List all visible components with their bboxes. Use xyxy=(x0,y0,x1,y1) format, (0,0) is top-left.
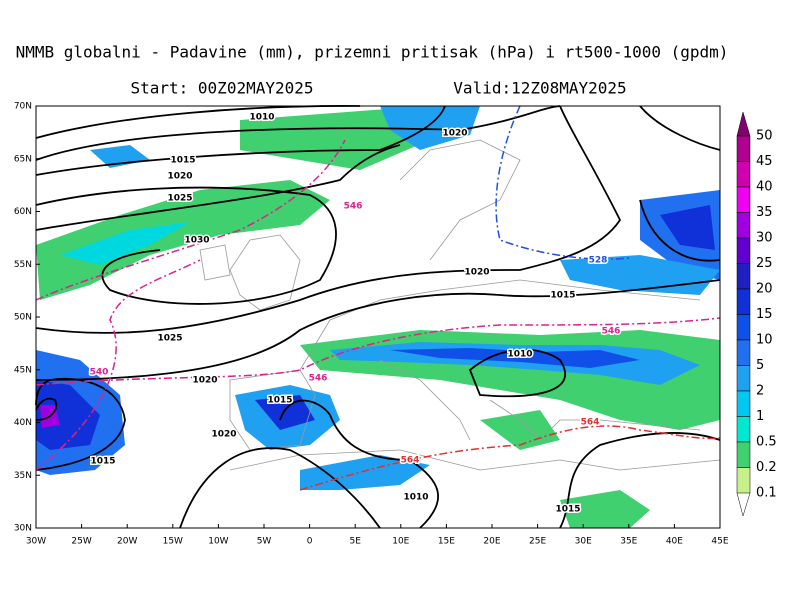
isobar-label: 1015 xyxy=(550,291,575,301)
lon-label: 20E xyxy=(483,537,500,547)
isobar-label: 1020 xyxy=(442,129,467,139)
lon-label: 0 xyxy=(307,537,313,547)
lon-label: 40E xyxy=(666,537,683,547)
colorbar-label: 0.1 xyxy=(756,486,777,501)
colorbar-segment xyxy=(736,263,751,290)
isobar-label: 1015 xyxy=(555,505,580,515)
colorbar-label: 5 xyxy=(756,358,764,373)
lon-label: 25E xyxy=(529,537,546,547)
colorbar-label: 40 xyxy=(756,180,773,195)
colorbar-label: 10 xyxy=(756,333,773,348)
isobar-label: 1025 xyxy=(157,334,182,344)
isobar-label: 1015 xyxy=(90,457,115,467)
thickness-label: 564 xyxy=(401,456,420,466)
isobar-label: 1010 xyxy=(249,113,274,123)
lon-label: 30E xyxy=(575,537,592,547)
lat-label: 60N xyxy=(14,207,32,217)
colorbar-segment xyxy=(736,186,751,213)
colorbar-label: 50 xyxy=(756,129,773,144)
lon-label: 10W xyxy=(208,537,228,547)
thickness-lines xyxy=(35,105,721,491)
lon-label: 5W xyxy=(257,537,272,547)
isobar-label: 1030 xyxy=(184,236,209,246)
colorbar-label: 0.5 xyxy=(756,435,777,450)
lat-label: 45N xyxy=(14,365,32,375)
lon-label: 10E xyxy=(392,537,409,547)
lon-label: 15E xyxy=(438,537,455,547)
colorbar-segment xyxy=(736,237,751,264)
colorbar-label: 2 xyxy=(756,384,764,399)
lat-label: 50N xyxy=(14,313,32,323)
thickness-label: 546 xyxy=(309,374,328,384)
lat-label: 70N xyxy=(14,102,32,112)
colorbar-segment xyxy=(736,339,751,366)
lat-label: 65N xyxy=(14,154,32,164)
colorbar-bottom xyxy=(736,492,751,517)
isobar-label: 1025 xyxy=(167,194,192,204)
lat-label: 55N xyxy=(14,260,32,270)
colorbar-segment xyxy=(736,314,751,341)
colorbar-label: 25 xyxy=(756,256,773,271)
isobar-label: 1020 xyxy=(167,172,192,182)
colorbar-segment xyxy=(736,212,751,239)
colorbar-label: 20 xyxy=(756,282,773,297)
title: NMMB globalni - Padavine (mm), prizemni … xyxy=(16,43,729,62)
colorbar-label: 1 xyxy=(756,409,764,424)
lon-label: 5E xyxy=(349,537,361,547)
map-area xyxy=(35,105,721,529)
thickness-label: 528 xyxy=(589,256,608,266)
colorbar-label: 0.2 xyxy=(756,460,777,475)
colorbar-top xyxy=(736,111,751,137)
thickness-label: 564 xyxy=(581,418,600,428)
colorbar-segment xyxy=(736,441,751,468)
lat-label: 40N xyxy=(14,418,32,428)
colorbar-segment xyxy=(736,416,751,443)
colorbar: 50 45 40 35 30 25 20 15 10 5 2 1 0.5 0.2 0.1 xyxy=(736,111,777,517)
colorbar-label: 15 xyxy=(756,307,773,322)
lon-label: 25W xyxy=(71,537,91,547)
colorbar-segment xyxy=(736,365,751,392)
colorbar-label: 35 xyxy=(756,205,773,220)
lon-label: 35E xyxy=(620,537,637,547)
colorbar-label: 45 xyxy=(756,154,773,169)
lat-label: 30N xyxy=(14,524,32,534)
start-time: Start: 00Z02MAY2025 xyxy=(130,79,313,98)
colorbar-label: 30 xyxy=(756,231,773,246)
isobar-label: 1010 xyxy=(507,350,532,360)
valid-time: Valid:12Z08MAY2025 xyxy=(453,79,626,98)
isobar-label: 1010 xyxy=(403,493,428,503)
lon-label: 45E xyxy=(711,537,728,547)
thickness-label: 546 xyxy=(344,202,363,212)
thickness-label: 546 xyxy=(602,327,621,337)
isobars xyxy=(35,105,721,529)
labels: 70N 65N 60N 55N 50N 45N 40N 35N 30N 30W 25W 20W 15W 1… xyxy=(14,102,729,547)
isobar-label: 1020 xyxy=(464,268,489,278)
isobar-label: 1015 xyxy=(267,396,292,406)
isobar-label: 1020 xyxy=(211,430,236,440)
lat-label: 35N xyxy=(14,471,32,481)
colorbar-segment xyxy=(736,135,751,162)
colorbar-segment xyxy=(736,161,751,188)
lon-label: 20W xyxy=(117,537,137,547)
isobar-label: 1015 xyxy=(170,156,195,166)
colorbar-segment xyxy=(736,467,751,494)
colorbar-segment xyxy=(736,288,751,315)
thickness-label: 540 xyxy=(90,368,109,378)
lon-label: 15W xyxy=(163,537,183,547)
lon-label: 30W xyxy=(26,537,46,547)
isobar-label: 1020 xyxy=(192,376,217,386)
colorbar-segment xyxy=(736,390,751,417)
